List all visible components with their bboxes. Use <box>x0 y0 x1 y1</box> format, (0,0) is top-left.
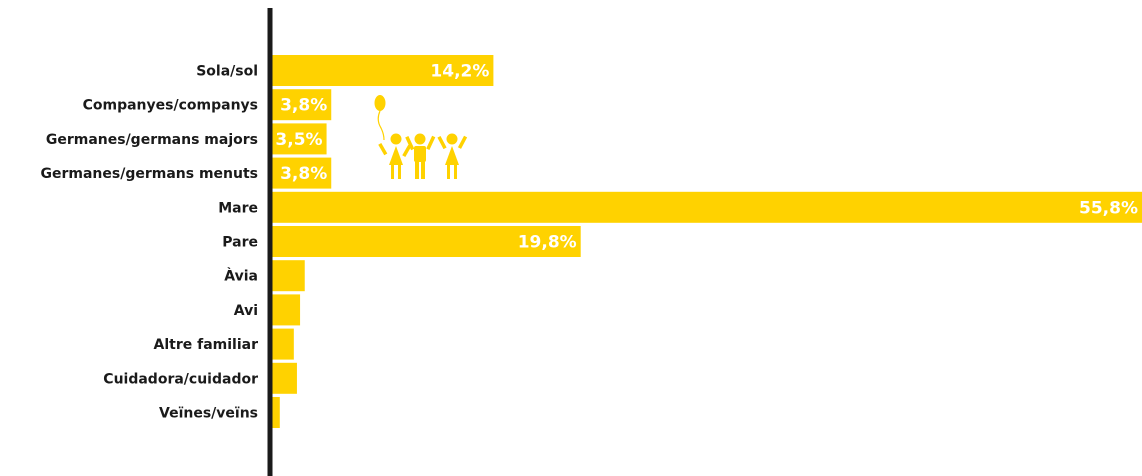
category-labels: Sola/sol Companyes/companys Germanes/germa… <box>40 64 258 422</box>
category-label-10: Veïnes/veïns <box>159 406 258 422</box>
value-label-2: 3,5% <box>275 130 322 150</box>
category-label-0: Sola/sol <box>196 64 258 80</box>
category-label-7: Avi <box>234 303 258 319</box>
value-label-4: 55,8% <box>1079 198 1138 218</box>
value-label-3: 3,8% <box>280 164 327 184</box>
bar-7 <box>272 294 301 326</box>
bar-5 <box>272 226 581 257</box>
value-label-5: 19,8% <box>518 233 577 253</box>
bar-1 <box>272 89 332 121</box>
bar-6 <box>272 260 305 292</box>
category-label-3: Germanes/germans menuts <box>40 166 258 182</box>
bar-2 <box>272 123 327 155</box>
category-label-2: Germanes/germans majors <box>46 132 258 148</box>
bar-3 <box>272 157 332 189</box>
value-label-0: 14,2% <box>430 62 489 82</box>
children-with-balloon-icon <box>374 95 468 179</box>
category-label-4: Mare <box>218 200 258 216</box>
value-labels: 14,2% 3,8% 3,5% 3,8% 55,8% 19,8% <box>275 62 1138 253</box>
bar-0 <box>272 55 494 86</box>
category-label-9: Cuidadora/cuidador <box>103 371 258 387</box>
bars-layer <box>272 55 1142 428</box>
bar-9 <box>272 362 297 394</box>
bar-4 <box>272 191 1142 223</box>
category-label-1: Companyes/companys <box>83 98 258 114</box>
category-label-6: Àvia <box>224 268 258 285</box>
value-label-1: 3,8% <box>280 96 327 116</box>
bar-8 <box>272 328 294 360</box>
category-label-5: Pare <box>222 235 258 251</box>
bar-10 <box>272 397 280 428</box>
category-label-8: Altre familiar <box>154 337 259 353</box>
